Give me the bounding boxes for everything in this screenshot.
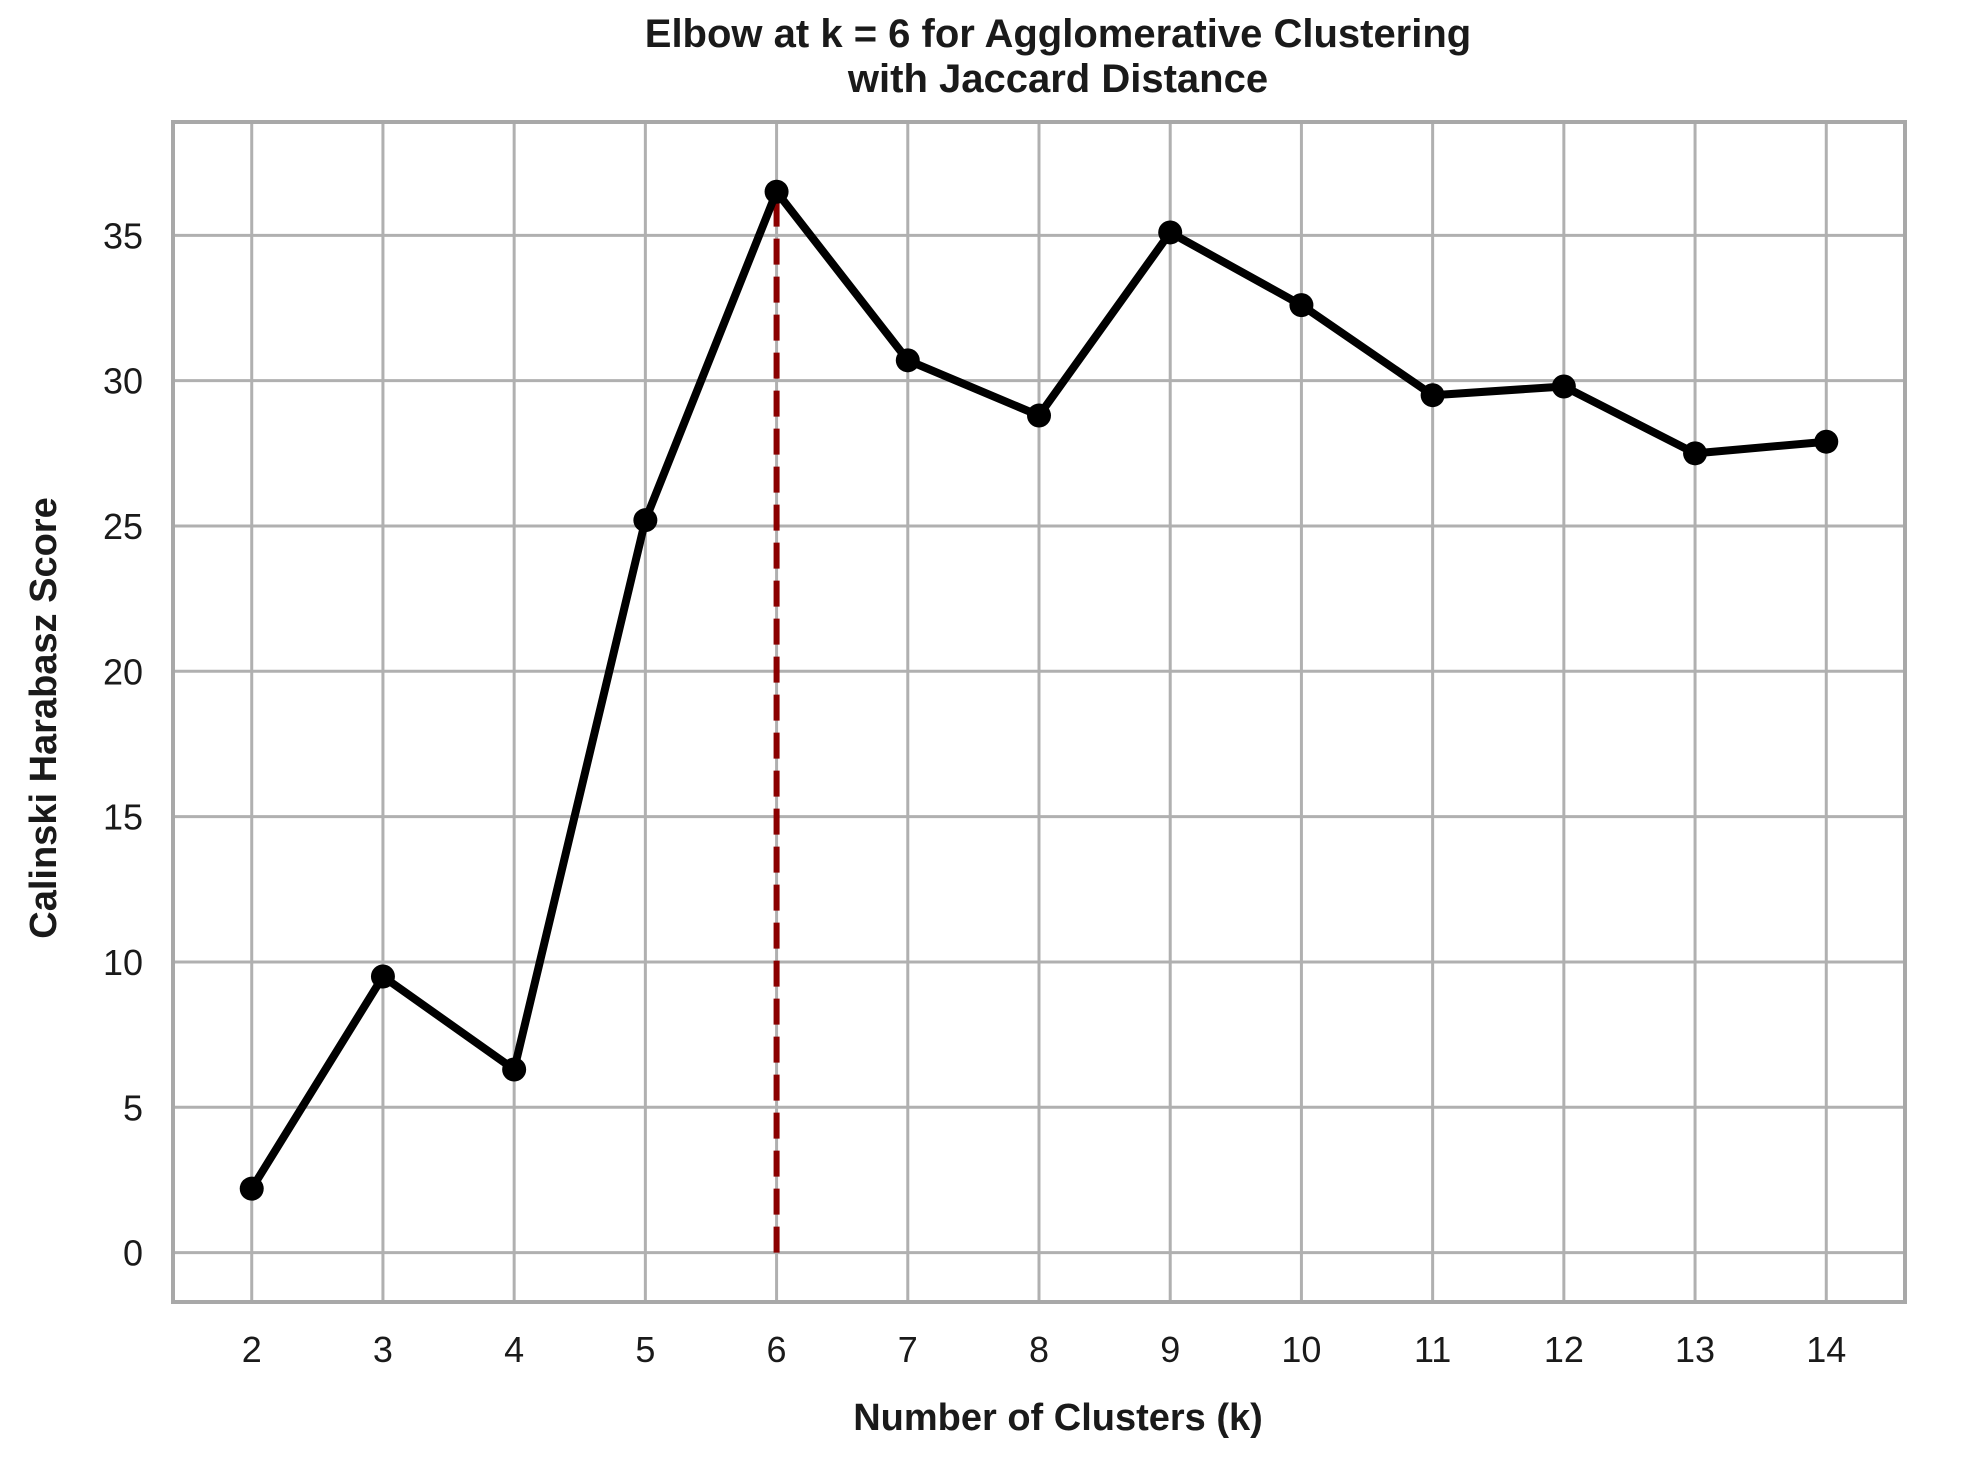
data-point bbox=[764, 179, 789, 204]
x-tick-label: 3 bbox=[373, 1329, 393, 1370]
data-point bbox=[502, 1057, 527, 1082]
x-tick-label: 13 bbox=[1675, 1329, 1715, 1370]
plot-frame bbox=[171, 120, 1907, 1304]
x-tick-label: 4 bbox=[504, 1329, 524, 1370]
chart-title-line-2: with Jaccard Distance bbox=[847, 57, 1268, 101]
y-tick-label: 30 bbox=[103, 361, 143, 402]
x-tick-label: 6 bbox=[767, 1329, 787, 1370]
y-tick-label: 0 bbox=[123, 1233, 143, 1274]
data-point bbox=[370, 964, 395, 989]
y-tick-label: 10 bbox=[103, 942, 143, 983]
x-tick-label: 2 bbox=[242, 1329, 262, 1370]
data-point bbox=[895, 348, 920, 373]
data-point bbox=[1683, 441, 1708, 466]
data-point bbox=[633, 508, 658, 533]
x-tick-label: 9 bbox=[1160, 1329, 1180, 1370]
x-tick-label: 5 bbox=[635, 1329, 655, 1370]
y-tick-label: 35 bbox=[103, 215, 143, 256]
y-tick-labels: 0 5 10 15 20 25 30 35 bbox=[103, 215, 143, 1273]
data-point bbox=[1814, 429, 1839, 454]
x-tick-label: 11 bbox=[1414, 1329, 1451, 1370]
chart-title-line-1: Elbow at k = 6 for Agglomerative Cluster… bbox=[645, 12, 1471, 56]
data-point bbox=[239, 1176, 264, 1201]
x-tick-labels: 2 3 4 5 6 7 8 9 10 11 12 13 14 bbox=[242, 1329, 1847, 1370]
data-point bbox=[1420, 383, 1445, 408]
y-tick-label: 25 bbox=[103, 506, 143, 547]
data-point bbox=[1289, 293, 1314, 318]
y-axis-label: Calinski Harabasz Score bbox=[23, 497, 65, 938]
x-tick-label: 14 bbox=[1806, 1329, 1846, 1370]
grid-lines bbox=[173, 122, 1905, 1302]
series-layer bbox=[239, 179, 1839, 1201]
x-tick-label: 7 bbox=[898, 1329, 918, 1370]
y-tick-label: 5 bbox=[123, 1087, 143, 1128]
y-tick-label: 15 bbox=[103, 797, 143, 838]
data-point bbox=[1158, 220, 1183, 245]
data-point bbox=[1551, 374, 1576, 399]
x-tick-label: 8 bbox=[1029, 1329, 1049, 1370]
y-tick-label: 20 bbox=[103, 651, 143, 692]
x-axis-label: Number of Clusters (k) bbox=[853, 1397, 1263, 1439]
x-tick-label: 12 bbox=[1544, 1329, 1584, 1370]
x-tick-label: 10 bbox=[1281, 1329, 1321, 1370]
data-point bbox=[1027, 403, 1051, 428]
